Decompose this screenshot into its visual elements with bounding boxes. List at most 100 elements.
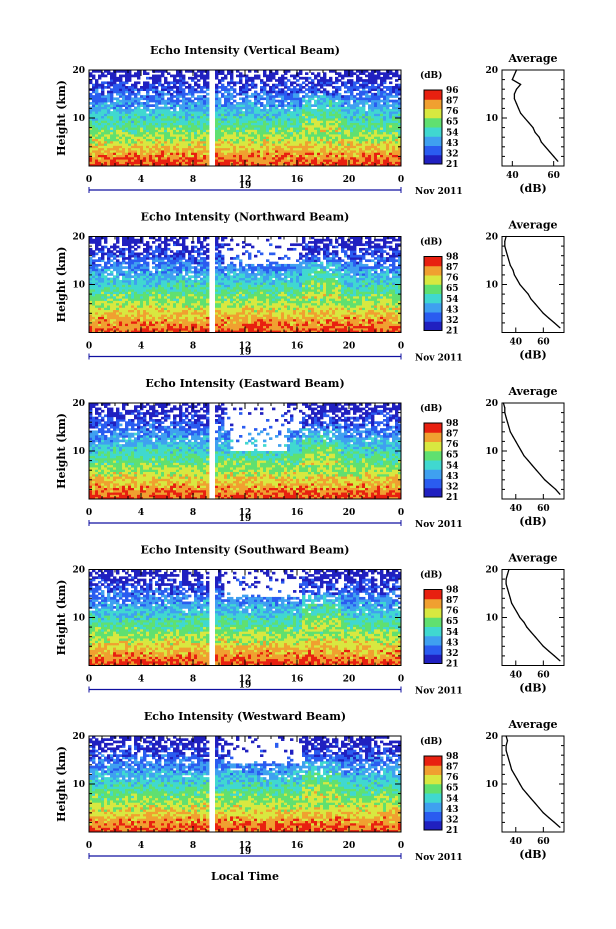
- heatmap-cell: [92, 327, 96, 331]
- heatmap-cell: [371, 115, 375, 119]
- heatmap-cell: [242, 111, 246, 114]
- heatmap-cell: [299, 163, 303, 166]
- heatmap-cell: [137, 140, 141, 144]
- heatmap-cell: [155, 76, 159, 80]
- heatmap-cell: [146, 159, 150, 162]
- heatmap-cell: [257, 131, 261, 135]
- heatmap-cell: [227, 124, 231, 128]
- heatmap-cell: [380, 321, 384, 324]
- heatmap-cell: [104, 120, 108, 123]
- heatmap-cell: [107, 131, 111, 135]
- heatmap-cell: [191, 311, 195, 315]
- heatmap-cell: [341, 311, 345, 315]
- heatmap-cell: [236, 147, 240, 151]
- heatmap-cell: [98, 131, 102, 135]
- heatmap-cell: [320, 147, 324, 151]
- heatmap-cell: [167, 327, 171, 331]
- heatmap-cell: [338, 136, 342, 139]
- heatmap-cell: [179, 86, 183, 89]
- heatmap-cell: [362, 70, 366, 73]
- heatmap-cell: [299, 325, 303, 329]
- heatmap-cell: [335, 90, 339, 94]
- heatmap-cell: [398, 120, 401, 123]
- heatmap-cell: [182, 118, 186, 121]
- heatmap-cell: [215, 83, 219, 87]
- heatmap-cell: [374, 136, 378, 139]
- heatmap-cell: [266, 150, 270, 153]
- heatmap-cell: [395, 325, 399, 329]
- heatmap-cell: [278, 79, 282, 82]
- heatmap-cell: [197, 115, 201, 119]
- heatmap-cell: [359, 321, 363, 324]
- heatmap-cell: [323, 95, 327, 98]
- heatmap-cell: [197, 129, 201, 133]
- heatmap-cell: [185, 325, 189, 329]
- heatmap-cell: [383, 159, 387, 162]
- heatmap-cell: [278, 318, 282, 322]
- heatmap-cell: [206, 104, 210, 107]
- heatmap-cell: [314, 113, 318, 117]
- heatmap-cell: [161, 102, 165, 105]
- heatmap-cell: [128, 327, 132, 331]
- heatmap-cell: [218, 120, 222, 123]
- heatmap-cell: [155, 143, 159, 146]
- heatmap-cell: [344, 124, 348, 128]
- heatmap-cell: [221, 163, 225, 166]
- heatmap-cell: [113, 118, 117, 121]
- heatmap-cell: [248, 122, 252, 126]
- heatmap-cell: [368, 309, 372, 313]
- heatmap-cell: [314, 129, 318, 133]
- heatmap-cell: [107, 323, 111, 327]
- heatmap-cell: [170, 113, 174, 117]
- heatmap-cell: [134, 318, 138, 322]
- heatmap-cell: [158, 140, 162, 144]
- heatmap-cell: [323, 108, 327, 112]
- heatmap-cell: [122, 120, 126, 123]
- heatmap-cell: [344, 163, 348, 166]
- heatmap-cell: [350, 120, 354, 123]
- heatmap-cell: [146, 129, 150, 133]
- heatmap-cell: [323, 131, 327, 135]
- heatmap-cell: [296, 83, 300, 87]
- heatmap-cell: [191, 131, 195, 135]
- heatmap-cell: [341, 152, 345, 155]
- heatmap-cell: [158, 161, 162, 165]
- heatmap-cell: [248, 159, 252, 162]
- heatmap-cell: [230, 113, 234, 117]
- heatmap-cell: [386, 104, 390, 107]
- heatmap-cell: [218, 108, 222, 112]
- heatmap-cell: [374, 325, 378, 329]
- heatmap-cell: [356, 124, 360, 128]
- heatmap-cell: [203, 323, 207, 327]
- heatmap-cell: [356, 145, 360, 149]
- heatmap-cell: [107, 309, 111, 313]
- heatmap-cell: [107, 163, 111, 166]
- heatmap-cell: [302, 323, 306, 327]
- profile-point: [515, 88, 518, 90]
- heatmap-cell: [128, 72, 132, 75]
- heatmap-cell: [377, 113, 381, 117]
- heatmap-cell: [326, 163, 330, 166]
- heatmap-cell: [257, 115, 261, 119]
- heatmap-cell: [383, 111, 387, 114]
- heatmap-cell: [320, 127, 324, 130]
- heatmap-cell: [302, 327, 306, 331]
- heatmap-cell: [188, 140, 192, 144]
- heatmap-cell: [275, 70, 279, 73]
- heatmap-cell: [338, 163, 342, 166]
- heatmap-cell: [260, 111, 264, 114]
- heatmap-cell: [251, 323, 255, 327]
- heatmap-cell: [92, 321, 96, 324]
- heatmap-cell: [134, 83, 138, 87]
- heatmap-cell: [377, 136, 381, 139]
- heatmap-cell: [329, 140, 333, 144]
- heatmap-cell: [365, 156, 369, 160]
- heatmap-cell: [326, 316, 330, 320]
- heatmap-cell: [101, 95, 105, 98]
- heatmap-cell: [257, 311, 261, 315]
- heatmap-cell: [314, 115, 318, 119]
- heatmap-cell: [116, 161, 120, 165]
- heatmap-cell: [176, 113, 180, 117]
- heatmap-cell: [137, 92, 141, 96]
- heatmap-cell: [119, 318, 123, 322]
